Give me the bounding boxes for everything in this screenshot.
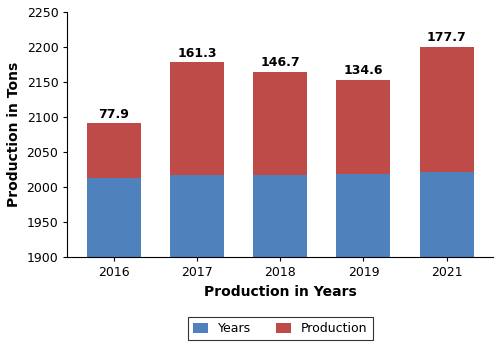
Text: 161.3: 161.3 [178,47,217,60]
Bar [420,172,474,257]
Text: 177.7: 177.7 [427,31,467,44]
Bar [170,175,224,257]
Y-axis label: Production in Tons: Production in Tons [7,62,21,207]
Bar [170,62,224,175]
Bar [87,123,141,178]
Bar [253,72,308,175]
Text: 146.7: 146.7 [260,56,300,69]
Bar [336,80,390,174]
Text: 77.9: 77.9 [98,108,129,120]
Bar [420,47,474,172]
Text: 134.6: 134.6 [344,64,383,77]
Bar [87,178,141,257]
Legend: Years, Production: Years, Production [188,317,372,340]
Bar [253,175,308,257]
X-axis label: Production in Years: Production in Years [204,285,356,299]
Bar [336,174,390,257]
